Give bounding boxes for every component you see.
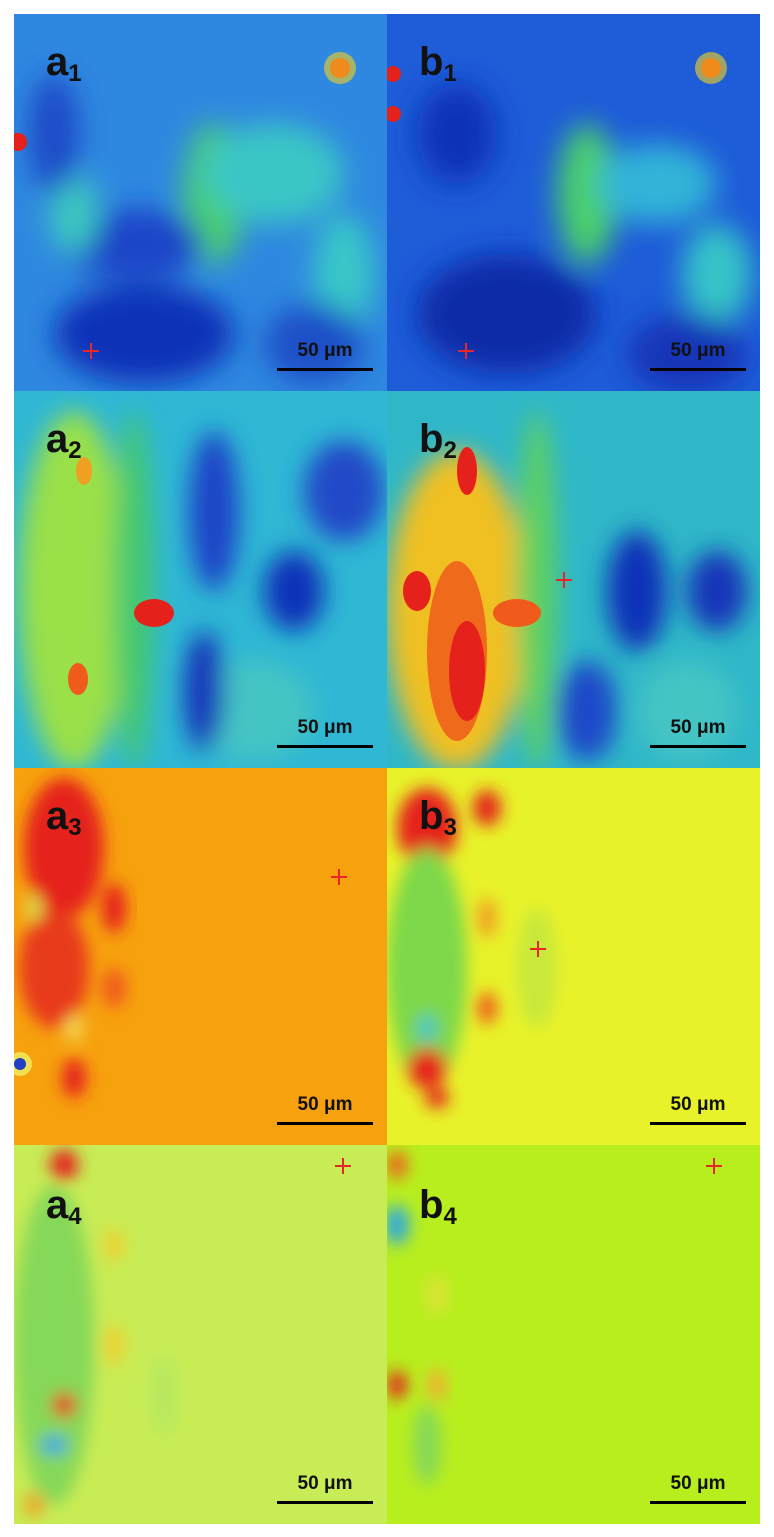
panel-label-b1: b1: [419, 40, 457, 87]
heatmap-b4: [387, 1145, 760, 1524]
scale-label-b1: 50 μm: [670, 340, 726, 361]
panel-label-a3: a3: [46, 794, 82, 841]
panel-b1: b1 50 μm: [387, 14, 760, 391]
heatmap-a1: [14, 14, 387, 391]
scale-line-a3: [277, 1122, 373, 1125]
panel-a2: a2 50 μm: [14, 391, 387, 768]
panel-a3: a3 50 μm: [14, 768, 387, 1145]
heatmap-b1: [387, 14, 760, 391]
scale-bar-b2: 50 μm: [650, 717, 746, 748]
panel-a4: a4 50 μm: [14, 1145, 387, 1524]
heatmap-a3: [14, 768, 387, 1145]
heatmap-a2: [14, 391, 387, 768]
panel-label-b3: b3: [419, 794, 457, 841]
panel-label-a1: a1: [46, 40, 82, 87]
panel-b3: b3 50 μm: [387, 768, 760, 1145]
scale-line-b3: [650, 1122, 746, 1125]
scale-label-a4: 50 μm: [297, 1473, 353, 1494]
crosshair-marker-icon: [555, 571, 573, 589]
crosshair-marker-icon: [330, 868, 348, 886]
panel-b4: b4 50 μm: [387, 1145, 760, 1524]
scale-line-b2: [650, 745, 746, 748]
heatmap-b2: [387, 391, 760, 768]
scale-label-a3: 50 μm: [297, 1094, 353, 1115]
scale-label-b4: 50 μm: [670, 1473, 726, 1494]
crosshair-marker-icon: [82, 342, 100, 360]
panel-a1: a1 50 μm: [14, 14, 387, 391]
panel-label-b2: b2: [419, 417, 457, 464]
scale-line-a1: [277, 368, 373, 371]
panel-label-b4: b4: [419, 1183, 457, 1230]
scale-label-b2: 50 μm: [670, 717, 726, 738]
scale-label-a1: 50 μm: [297, 340, 353, 361]
scale-bar-b4: 50 μm: [650, 1473, 746, 1504]
scale-line-a4: [277, 1501, 373, 1504]
scale-label-b3: 50 μm: [670, 1094, 726, 1115]
heatmap-a4: [14, 1145, 387, 1524]
panel-label-a2: a2: [46, 417, 82, 464]
panel-b2: b2 50 μm: [387, 391, 760, 768]
heatmap-b3: [387, 768, 760, 1145]
scale-bar-a1: 50 μm: [277, 340, 373, 371]
scale-bar-a4: 50 μm: [277, 1473, 373, 1504]
scale-bar-a2: 50 μm: [277, 717, 373, 748]
crosshair-marker-icon: [529, 940, 547, 958]
scale-line-b1: [650, 368, 746, 371]
scale-line-b4: [650, 1501, 746, 1504]
figure-grid: a1 50 μm b1 50 μm: [14, 14, 760, 1524]
crosshair-marker-icon: [457, 342, 475, 360]
panel-label-a4: a4: [46, 1183, 82, 1230]
crosshair-marker-icon: [705, 1157, 723, 1175]
scale-bar-b1: 50 μm: [650, 340, 746, 371]
scale-bar-a3: 50 μm: [277, 1094, 373, 1125]
scale-label-a2: 50 μm: [297, 717, 353, 738]
crosshair-marker-icon: [334, 1157, 352, 1175]
scale-bar-b3: 50 μm: [650, 1094, 746, 1125]
scale-line-a2: [277, 745, 373, 748]
